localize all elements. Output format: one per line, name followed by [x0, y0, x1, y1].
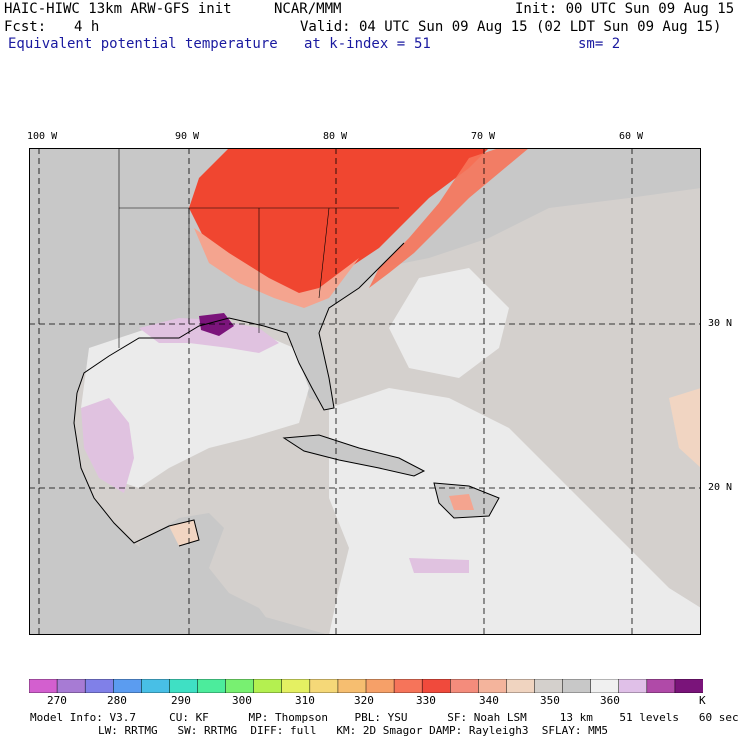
- colorbar-label-360: 360: [600, 694, 620, 707]
- colorbar-label-350: 350: [540, 694, 560, 707]
- smooth-label: sm= 2: [578, 36, 621, 52]
- colorbar-swatch: [113, 679, 143, 693]
- florida: [297, 338, 334, 410]
- colorbar-swatch: [421, 679, 452, 693]
- coastline-hispaniola: [433, 482, 500, 519]
- field-name: Equivalent potential temperature: [8, 36, 278, 52]
- atlantic-light-north: [389, 268, 509, 378]
- hispaniola-warm: [449, 494, 474, 510]
- colorbar-swatch: [450, 679, 480, 693]
- colorbar-label-340: 340: [479, 694, 499, 707]
- colorbar-swatch: [618, 679, 648, 693]
- init-time: Init: 00 UTC Sun 09 Aug 15: [515, 1, 735, 17]
- colorbar-swatch: [197, 679, 227, 693]
- colorbar-label-320: 320: [354, 694, 374, 707]
- colorbar-swatch: [646, 679, 676, 693]
- lon-label-90w: 90 W: [175, 131, 200, 142]
- level-value: 51: [414, 36, 431, 52]
- coastline-cuba: [282, 434, 426, 477]
- valid-time: Valid: 04 UTC Sun 09 Aug 15 (02 LDT Sun …: [300, 19, 722, 35]
- warm-region-red: [189, 148, 489, 298]
- fcst-value: 4 h: [74, 19, 100, 35]
- colorbar-swatch: [337, 679, 367, 693]
- colorbar-swatch: [478, 679, 508, 693]
- atlantic-tan: [669, 388, 701, 468]
- cuba: [284, 435, 424, 476]
- colorbar-swatch: [674, 679, 703, 693]
- fcst-label: Fcst:: [4, 19, 47, 35]
- land-usa: [29, 148, 701, 635]
- lon-label-70w: 70 W: [471, 131, 496, 142]
- central-america: [139, 513, 279, 635]
- colorbar-swatch: [365, 679, 395, 693]
- yucatan-tan: [169, 520, 199, 546]
- map-frame: [29, 148, 701, 635]
- gulf-purple-north: [139, 318, 279, 353]
- lon-label-80w: 80 W: [323, 131, 348, 142]
- footer-model-info: Model Info: V3.7 CU: KF MP: Thompson PBL…: [30, 711, 739, 724]
- state-borders: [118, 148, 399, 348]
- colorbar-swatch: [393, 679, 423, 693]
- colorbar-swatch: [281, 679, 311, 693]
- colorbar: [29, 679, 703, 693]
- lat-label-20n: 20 N: [708, 482, 733, 493]
- colorbar-label-270: 270: [47, 694, 67, 707]
- colorbar-swatch: [169, 679, 199, 693]
- colorbar-label-280: 280: [107, 694, 127, 707]
- colorbar-label-310: 310: [295, 694, 315, 707]
- colorbar-label-300: 300: [232, 694, 252, 707]
- colorbar-swatch: [84, 679, 114, 693]
- lon-label-60w: 60 W: [619, 131, 644, 142]
- warm-region-orange: [194, 228, 359, 308]
- colorbar-swatch: [506, 679, 536, 693]
- colorbar-swatch: [590, 679, 620, 693]
- atlantic-light: [329, 388, 701, 635]
- colorbar-swatch: [562, 679, 592, 693]
- colorbar-swatch: [309, 679, 339, 693]
- gulf-light: [81, 323, 309, 488]
- colorbar-swatch: [141, 679, 171, 693]
- footer-physics-info: LW: RRTMG SW: RRTMG DIFF: full KM: 2D Sm…: [98, 724, 608, 737]
- colorbar-swatch: [534, 679, 564, 693]
- colorbar-label-290: 290: [171, 694, 191, 707]
- lat-label-30n: 30 N: [708, 318, 733, 329]
- coastline-gulf: [76, 242, 405, 411]
- org-label: NCAR/MMM: [274, 1, 342, 17]
- colorbar-swatch: [225, 679, 255, 693]
- caribbean-purple: [409, 558, 469, 573]
- lon-label-100w: 100 W: [27, 131, 58, 142]
- colorbar-swatch: [56, 679, 86, 693]
- coastline-mexico: [73, 392, 200, 547]
- colorbar-swatch: [253, 679, 283, 693]
- level-label: at k-index =: [304, 36, 406, 52]
- warm-region-outer: [369, 148, 529, 288]
- gulf-purple: [81, 398, 134, 493]
- colorbar-swatch: [29, 679, 58, 693]
- colorbar-unit: K: [699, 694, 706, 707]
- theta-e-map: [29, 148, 701, 635]
- model-title: HAIC-HIWC 13km ARW-GFS init: [4, 1, 232, 17]
- colorbar-label-330: 330: [416, 694, 436, 707]
- graticule: [29, 148, 701, 635]
